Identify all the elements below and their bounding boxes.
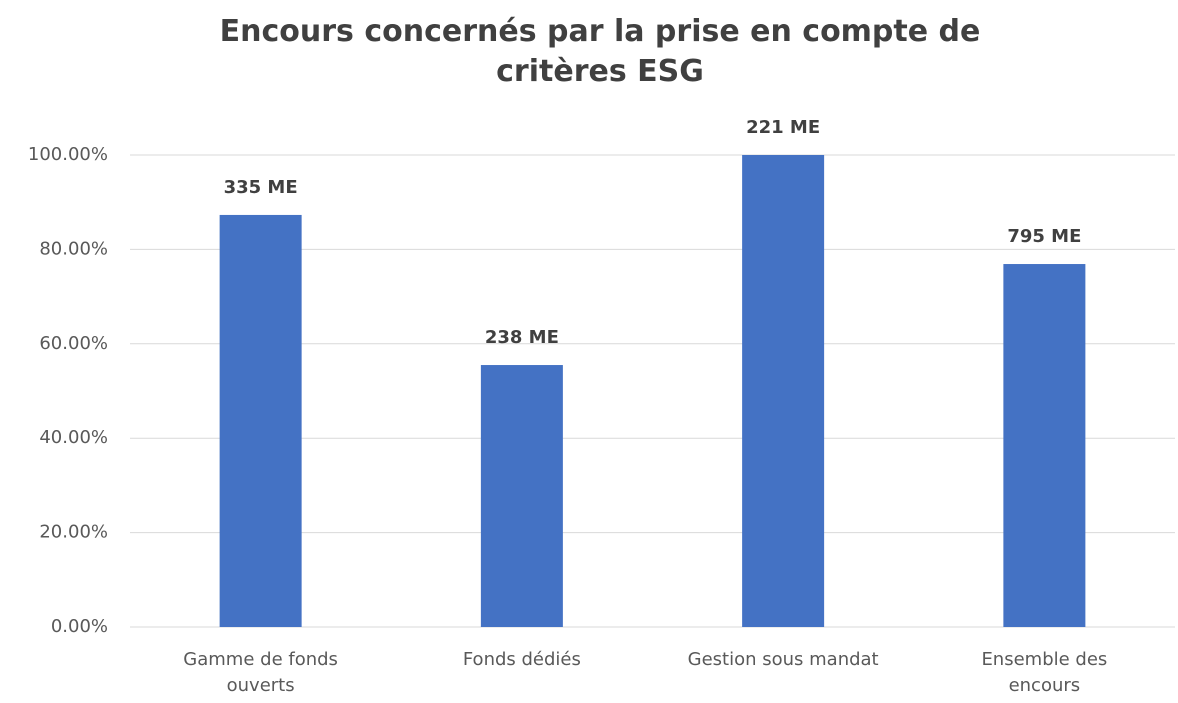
x-tick-label: Fonds dédiés (462, 649, 581, 670)
data-label: 238 ME (485, 327, 559, 348)
data-label: 221 ME (746, 117, 820, 138)
bar (480, 365, 563, 627)
y-tick-label: 20.00% (39, 522, 108, 543)
x-tick-label: Gamme de fonds ouverts (183, 649, 338, 696)
y-tick-label: 60.00% (39, 333, 108, 354)
x-label-box: Fonds dédiés (462, 649, 581, 670)
x-label-box: Gestion sous mandat (687, 649, 879, 670)
data-label: 795 ME (1007, 226, 1081, 247)
x-label-box: Ensemble des encours (981, 649, 1108, 696)
y-tick-label: 100.00% (28, 144, 108, 165)
y-tick-label: 80.00% (39, 238, 108, 259)
x-tick-label: Gestion sous mandat (687, 649, 879, 670)
x-tick-label: Ensemble des encours (981, 649, 1108, 696)
title-box: Encours concernés par la prise en compte… (219, 14, 981, 89)
y-tick-label: 40.00% (39, 427, 108, 448)
bar (219, 214, 302, 627)
data-label: 335 ME (224, 177, 298, 198)
bar (742, 155, 825, 627)
chart-title: Encours concernés par la prise en compte… (219, 14, 981, 89)
x-label-box: Gamme de fonds ouverts (183, 649, 338, 696)
y-tick-label: 0.00% (51, 616, 108, 637)
bar (1003, 264, 1086, 627)
